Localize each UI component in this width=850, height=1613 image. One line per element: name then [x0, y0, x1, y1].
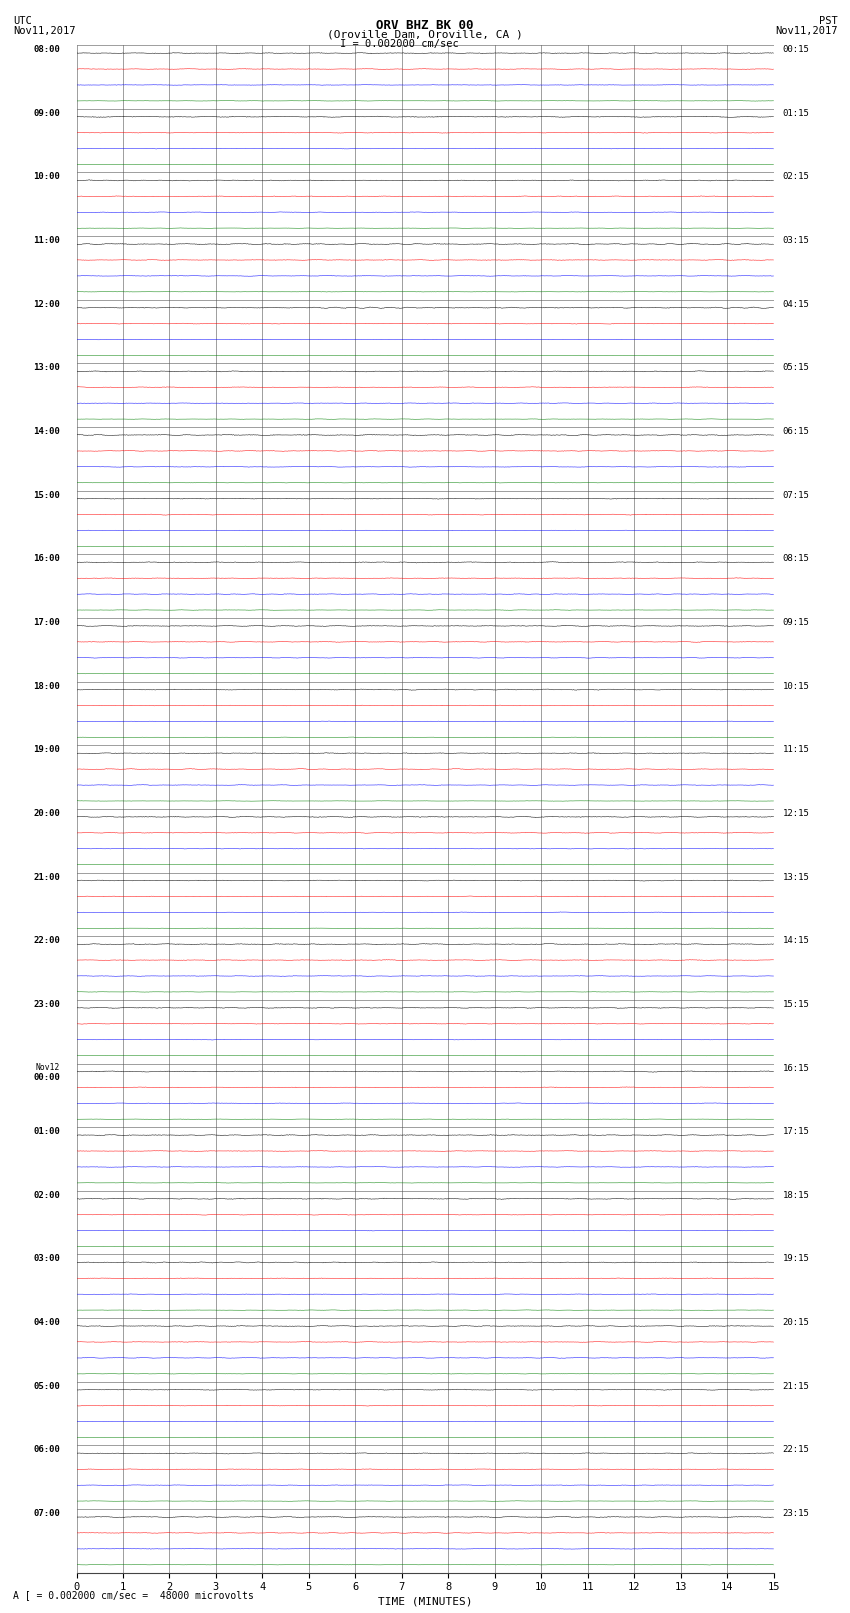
Text: ORV BHZ BK 00: ORV BHZ BK 00: [377, 19, 473, 32]
Text: 00:15: 00:15: [783, 45, 810, 55]
Text: 20:00: 20:00: [33, 810, 60, 818]
Text: 15:15: 15:15: [783, 1000, 810, 1008]
Text: 01:15: 01:15: [783, 108, 810, 118]
Text: 15:00: 15:00: [33, 490, 60, 500]
Text: 03:15: 03:15: [783, 235, 810, 245]
Text: 19:15: 19:15: [783, 1255, 810, 1263]
Text: 07:00: 07:00: [33, 1510, 60, 1518]
Text: 22:00: 22:00: [33, 936, 60, 945]
Text: Nov11,2017: Nov11,2017: [774, 26, 837, 35]
Text: 02:15: 02:15: [783, 173, 810, 181]
Text: 01:00: 01:00: [33, 1127, 60, 1136]
Text: 16:15: 16:15: [783, 1063, 810, 1073]
Text: 13:00: 13:00: [33, 363, 60, 373]
Text: 18:15: 18:15: [783, 1190, 810, 1200]
Text: UTC: UTC: [13, 16, 31, 26]
Text: 05:00: 05:00: [33, 1382, 60, 1390]
Text: 07:15: 07:15: [783, 490, 810, 500]
Text: 18:00: 18:00: [33, 682, 60, 690]
Text: 10:00: 10:00: [33, 173, 60, 181]
Text: 13:15: 13:15: [783, 873, 810, 882]
Text: 11:00: 11:00: [33, 235, 60, 245]
Text: 06:00: 06:00: [33, 1445, 60, 1455]
Text: 23:00: 23:00: [33, 1000, 60, 1008]
Text: 11:15: 11:15: [783, 745, 810, 755]
Text: (Oroville Dam, Oroville, CA ): (Oroville Dam, Oroville, CA ): [327, 29, 523, 39]
Text: 12:15: 12:15: [783, 810, 810, 818]
Text: 21:15: 21:15: [783, 1382, 810, 1390]
Text: 05:15: 05:15: [783, 363, 810, 373]
Text: 12:00: 12:00: [33, 300, 60, 308]
Text: 08:00: 08:00: [33, 45, 60, 55]
Text: 17:00: 17:00: [33, 618, 60, 627]
Text: 02:00: 02:00: [33, 1190, 60, 1200]
X-axis label: TIME (MINUTES): TIME (MINUTES): [377, 1597, 473, 1607]
Text: 04:00: 04:00: [33, 1318, 60, 1327]
Text: Nov11,2017: Nov11,2017: [13, 26, 76, 35]
Text: 17:15: 17:15: [783, 1127, 810, 1136]
Text: 08:15: 08:15: [783, 555, 810, 563]
Text: PST: PST: [819, 16, 837, 26]
Text: 09:15: 09:15: [783, 618, 810, 627]
Text: 03:00: 03:00: [33, 1255, 60, 1263]
Text: 16:00: 16:00: [33, 555, 60, 563]
Text: A [ = 0.002000 cm/sec =  48000 microvolts: A [ = 0.002000 cm/sec = 48000 microvolts: [13, 1590, 253, 1600]
Text: 14:15: 14:15: [783, 936, 810, 945]
Text: 21:00: 21:00: [33, 873, 60, 882]
Text: 19:00: 19:00: [33, 745, 60, 755]
Text: 06:15: 06:15: [783, 427, 810, 436]
Text: 14:00: 14:00: [33, 427, 60, 436]
Text: 20:15: 20:15: [783, 1318, 810, 1327]
Text: 09:00: 09:00: [33, 108, 60, 118]
Text: I = 0.002000 cm/sec: I = 0.002000 cm/sec: [340, 39, 459, 48]
Text: 23:15: 23:15: [783, 1510, 810, 1518]
Text: 22:15: 22:15: [783, 1445, 810, 1455]
Text: 00:00: 00:00: [33, 1073, 60, 1082]
Text: Nov12: Nov12: [36, 1063, 60, 1071]
Text: 04:15: 04:15: [783, 300, 810, 308]
Text: 10:15: 10:15: [783, 682, 810, 690]
